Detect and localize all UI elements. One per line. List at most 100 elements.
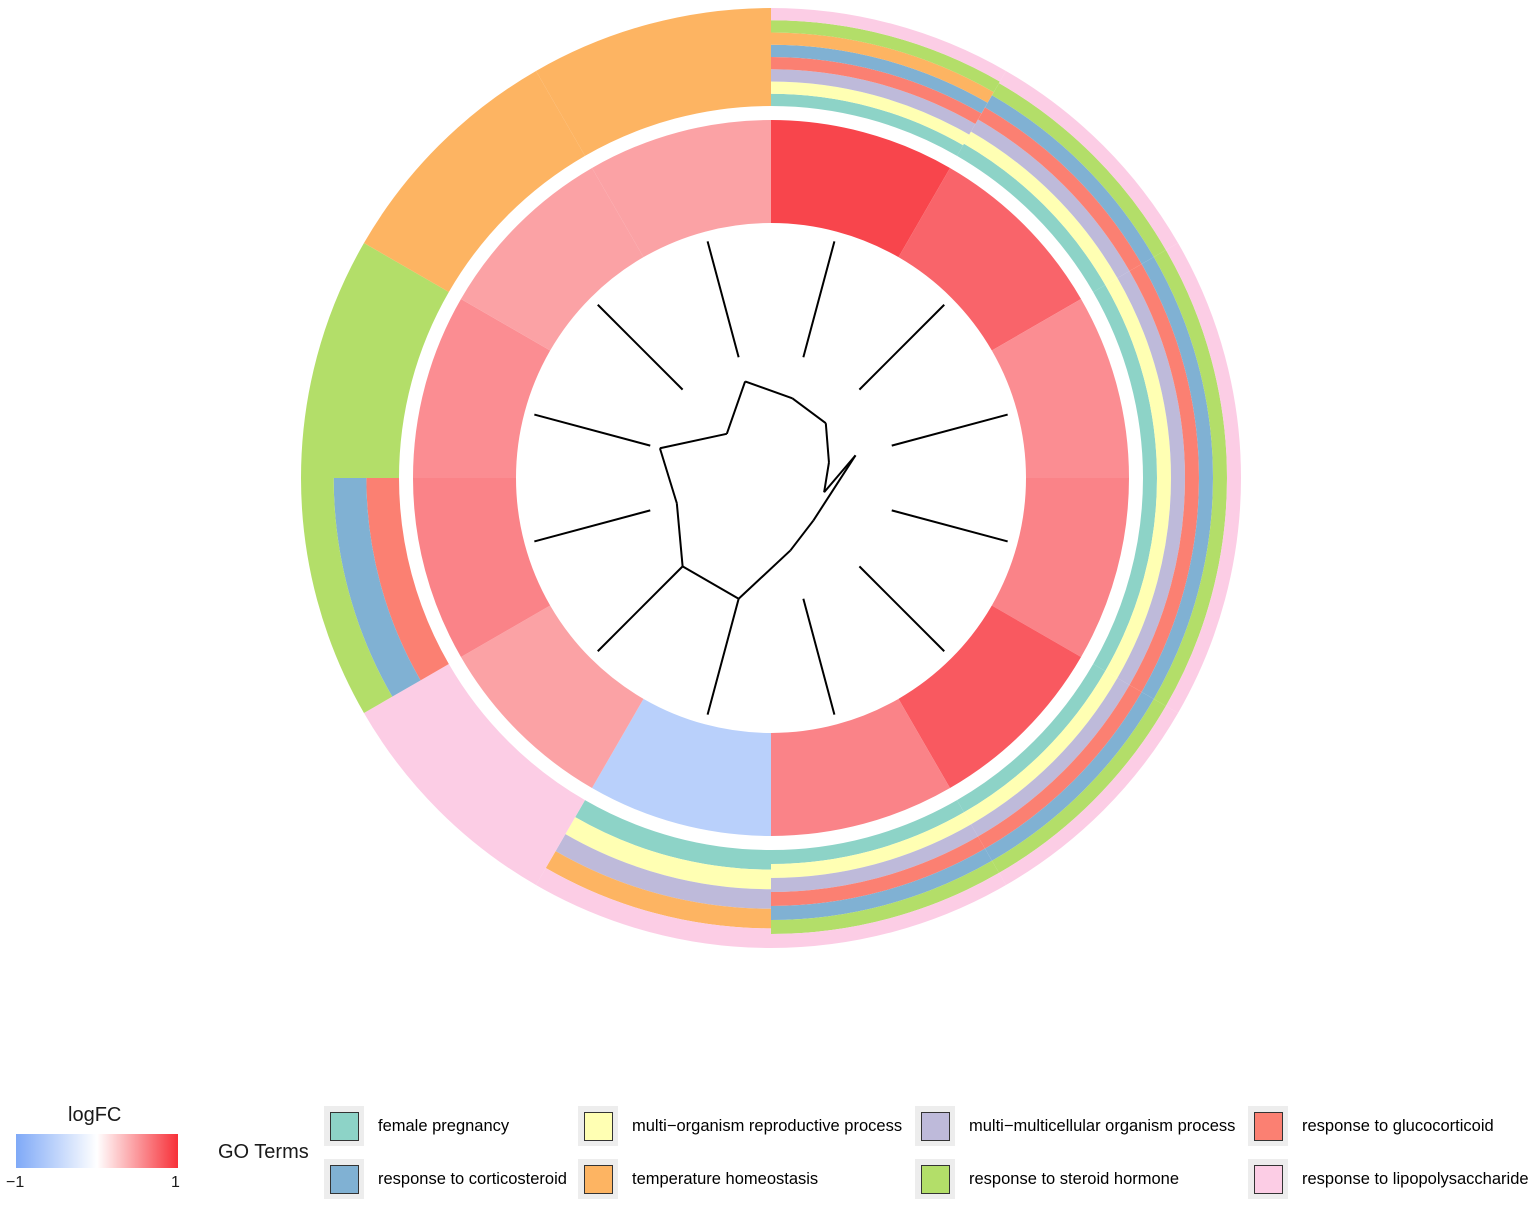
logfc-min-label: −1	[6, 1174, 25, 1191]
go-term-band-2-3	[1129, 264, 1199, 478]
go-term-band-1-0	[957, 143, 1106, 292]
go-term-band-1-6	[999, 70, 1179, 250]
go-term-band-5-3	[771, 836, 985, 906]
go-term-band-0-4	[771, 44, 988, 114]
go-legend-label: multi−multicellular organism process	[969, 1116, 1236, 1135]
dendrogram-leaf-5	[802, 598, 836, 715]
go-term-band-5-1	[771, 812, 971, 878]
go-term-band-3-6	[1165, 478, 1241, 713]
go-legend-swatch-bg	[1248, 1159, 1288, 1199]
dendrogram-branch-7	[789, 519, 815, 552]
go-term-band-4-6	[999, 706, 1179, 886]
go-legend-item: multi−multicellular organism process	[915, 1106, 1235, 1146]
go-legend-swatch-bg	[915, 1159, 955, 1199]
go-legend-label: temperature homeostasis	[632, 1169, 819, 1188]
go-legend-swatch-bg	[578, 1159, 618, 1199]
go-legend-swatch-bg	[324, 1159, 364, 1199]
go-term-band-10-0	[363, 70, 585, 292]
go-legend-swatch-bg	[578, 1106, 618, 1146]
go-legend-swatch-bg	[1248, 1106, 1288, 1146]
go-term-band-1-4	[985, 95, 1154, 265]
dendrogram-leaf-1	[858, 304, 945, 391]
dendrogram-leaf-7	[597, 565, 684, 652]
logfc-cell-5	[771, 698, 950, 836]
dendrogram-branch-10	[675, 503, 684, 567]
go-term-band-3-2	[1117, 478, 1185, 685]
go-legend-swatch	[583, 1164, 613, 1194]
go-legend-item: multi−organism reproductive process	[578, 1106, 902, 1146]
go-legend-label: multi−organism reproductive process	[632, 1116, 903, 1135]
go-term-band-0-1	[771, 81, 970, 146]
dendrogram-branch-8	[737, 549, 792, 600]
go-term-band-4-3	[978, 685, 1142, 849]
dendrogram-branch-11	[658, 447, 678, 504]
go-term-band-2-5	[1153, 250, 1227, 478]
go-legend-item: response to steroid hormone	[915, 1159, 1179, 1199]
go-legend-label: response to lipopolysaccharide	[1302, 1169, 1529, 1188]
go-term-band-4-0	[957, 664, 1106, 813]
dendrogram-branch-13	[725, 381, 747, 435]
go-term-band-6-0	[575, 800, 771, 870]
logfc-cell-8	[413, 478, 551, 657]
go-term-band-1-2	[971, 119, 1130, 278]
go-term-band-4-5	[992, 699, 1166, 873]
dendrogram-leaf-4	[858, 565, 945, 652]
logfc-max-label: 1	[171, 1174, 180, 1191]
go-term-band-6-1	[565, 817, 771, 890]
go-legend-item: response to corticosteroid	[324, 1159, 567, 1199]
go-legend-item: temperature homeostasis	[578, 1159, 818, 1199]
logfc-cell-4	[898, 605, 1082, 789]
dendrogram-branch-14	[744, 380, 793, 400]
go-term-band-6-2	[555, 834, 771, 909]
go-term-band-1-5	[992, 83, 1166, 258]
go-legend-swatch-bg	[324, 1106, 364, 1146]
go-term-band-3-0	[1093, 478, 1157, 671]
go-term-band-6-3	[545, 851, 771, 929]
go-legend-item: response to glucocorticoid	[1248, 1106, 1494, 1146]
go-term-band-9-0	[301, 243, 449, 478]
dendrogram-leaf-11	[706, 241, 740, 358]
dendrogram-leaf-0	[802, 241, 836, 358]
go-legend-swatch-bg	[915, 1106, 955, 1146]
go-legend-swatch	[1253, 1111, 1283, 1141]
go-term-band-3-4	[1141, 478, 1213, 699]
dendrogram-branch-3	[824, 423, 830, 463]
go-legend-swatch	[329, 1111, 359, 1141]
logfc-cell-6	[592, 698, 771, 836]
go-term-band-2-2	[1117, 271, 1185, 478]
go-term-band-7-0	[363, 664, 585, 886]
go-term-band-1-3	[978, 107, 1142, 271]
go-legend-label: response to steroid hormone	[969, 1169, 1180, 1188]
logfc-legend-title: logFC	[68, 1104, 122, 1126]
dendrogram-leaf-6	[706, 598, 740, 715]
go-term-band-3-5	[1153, 478, 1227, 706]
go-term-band-11-0	[536, 8, 771, 156]
go-term-band-2-6	[1165, 243, 1241, 478]
go-legend-swatch	[920, 1111, 950, 1141]
go-term-band-4-4	[985, 692, 1154, 861]
go-term-band-0-6	[771, 20, 1000, 93]
go-term-band-6-4	[536, 868, 771, 948]
dendrogram-leaf-8	[534, 509, 651, 543]
go-legend-swatch	[329, 1164, 359, 1194]
go-term-band-5-6	[771, 872, 1006, 948]
go-legend-label: response to corticosteroid	[378, 1169, 567, 1188]
dendrogram-branch-6	[812, 454, 857, 521]
dendrogram-leaf-10	[597, 304, 684, 391]
go-term-band-8-0	[366, 478, 449, 681]
go-legend-label: female pregnancy	[378, 1116, 510, 1135]
go-term-band-0-7	[771, 8, 1006, 82]
go-term-band-8-2	[301, 478, 393, 713]
dendrogram-branch-1	[791, 397, 827, 425]
logfc-cell-2	[991, 299, 1129, 478]
go-legend-swatch	[583, 1111, 613, 1141]
go-legend-item: response to lipopolysaccharide	[1248, 1159, 1529, 1199]
go-term-band-4-2	[971, 678, 1130, 837]
go-term-band-1-1	[964, 131, 1118, 285]
logfc-cell-7	[460, 605, 644, 789]
logfc-colorbar	[16, 1134, 178, 1168]
dendrogram-branch-5	[823, 454, 857, 493]
go-term-band-3-3	[1129, 478, 1199, 692]
go-term-band-5-0	[771, 800, 964, 864]
